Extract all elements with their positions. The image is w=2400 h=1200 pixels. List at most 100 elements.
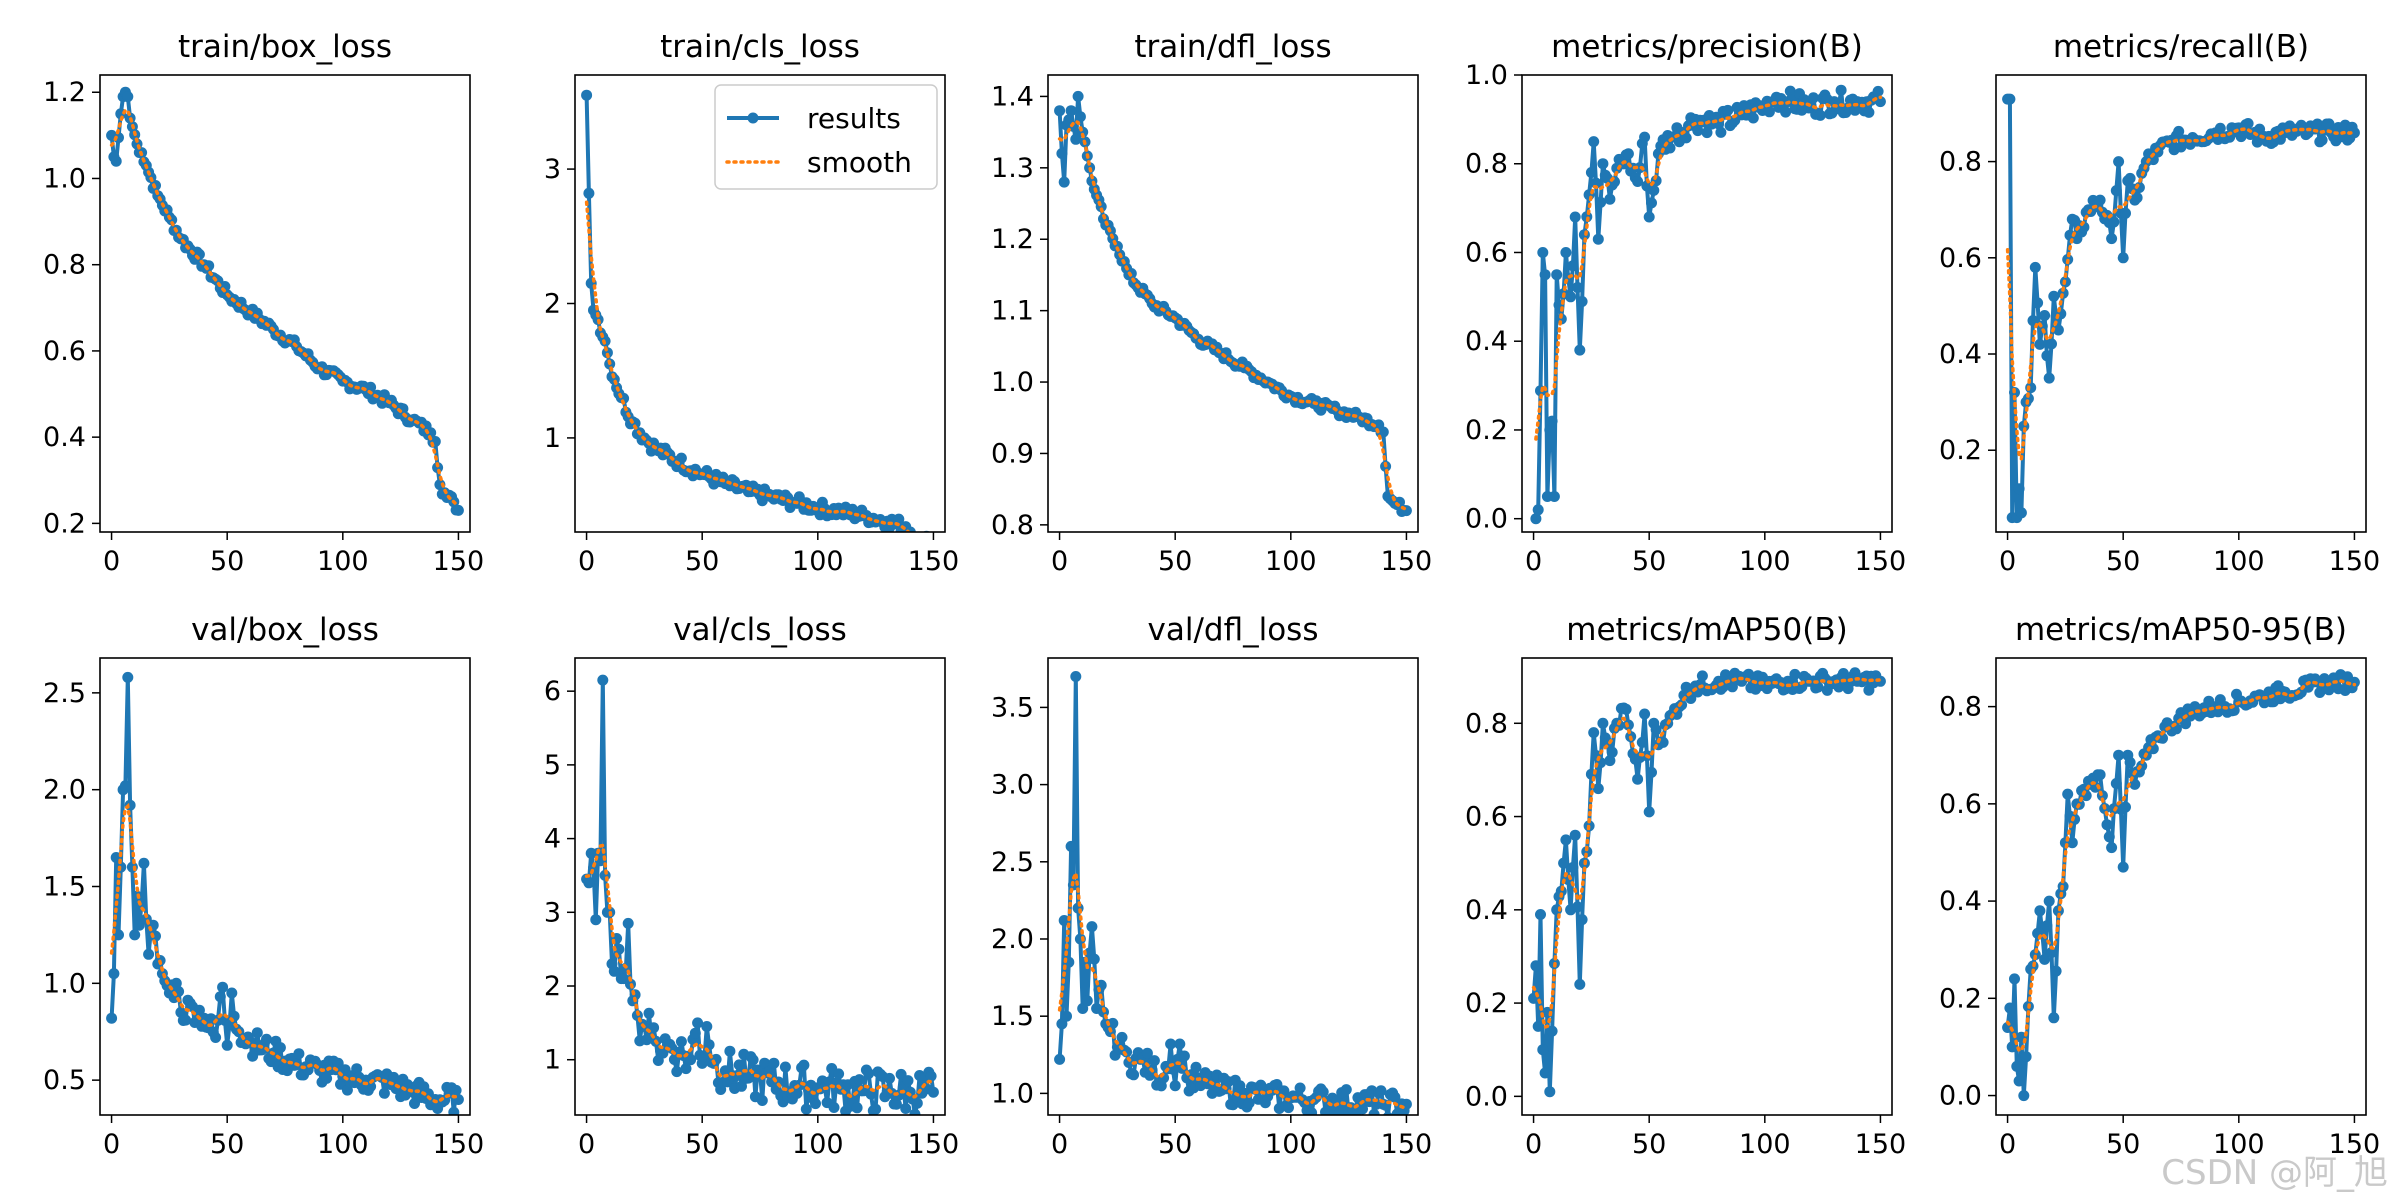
chart-panel-train_cls_loss: train/cls_loss 0 50 100 150 1 2 3 results smooth xyxy=(544,29,959,577)
axes-frame xyxy=(574,657,946,1116)
results-point xyxy=(1747,112,1759,124)
results-point xyxy=(689,1027,701,1039)
results-point xyxy=(1539,1067,1551,1079)
axes-frame xyxy=(1995,657,2367,1116)
results-point xyxy=(2034,338,2046,350)
y-tick-label: 0.2 xyxy=(43,508,86,539)
legend-results-marker xyxy=(747,112,759,124)
results-point xyxy=(1646,197,1657,209)
results-point xyxy=(2106,842,2118,854)
results-point xyxy=(2214,122,2226,134)
results-point xyxy=(1646,766,1657,778)
results-point xyxy=(1532,504,1544,516)
y-tick-label: 0.4 xyxy=(1939,339,1982,370)
plot-area xyxy=(1528,667,1886,1098)
results-point xyxy=(800,1103,812,1115)
x-tick-label: 50 xyxy=(210,1129,244,1160)
x-tick-label: 0 xyxy=(578,546,595,577)
results-point xyxy=(1574,344,1586,356)
results-point xyxy=(916,535,927,546)
y-tick-label: 1.2 xyxy=(43,77,86,108)
y-tick-label: 0.6 xyxy=(1939,243,1982,274)
chart-title: metrics/mAP50(B) xyxy=(1566,612,1847,648)
x-tick-label: 0 xyxy=(1999,546,2016,577)
results-point xyxy=(1565,291,1577,303)
y-tick-label: 0.4 xyxy=(1939,886,1982,917)
results-point xyxy=(742,1072,754,1084)
results-point xyxy=(2034,905,2046,917)
results-point xyxy=(1592,783,1604,795)
plot-area xyxy=(1530,84,1886,525)
smooth-line xyxy=(1057,119,1409,511)
chart-panel-metrics_recall: metrics/recall(B) 0 50 100 150 0.2 0.4 0.6 0.8 xyxy=(1939,29,2380,577)
results-point xyxy=(1539,269,1551,281)
results-point xyxy=(2117,861,2129,873)
results-point xyxy=(1088,953,1100,965)
results-point xyxy=(1814,109,1826,121)
results-point xyxy=(1784,85,1796,97)
results-point xyxy=(1597,158,1609,170)
results-point xyxy=(1544,1086,1556,1098)
results-point xyxy=(122,671,134,683)
legend: results smooth xyxy=(714,84,938,190)
results-point xyxy=(1546,415,1558,427)
x-tick-label: 0 xyxy=(1999,1129,2016,1160)
y-tick-label: 2.5 xyxy=(991,847,1034,878)
results-point xyxy=(2011,1060,2023,1072)
x-tick-label: 100 xyxy=(1739,1129,1791,1160)
results-point xyxy=(110,155,122,167)
results-point xyxy=(2129,778,2141,790)
y-tick-label: 0.9 xyxy=(991,438,1034,469)
axes-frame xyxy=(1047,74,1419,533)
x-tick-label: 0 xyxy=(578,1129,595,1160)
results-point xyxy=(1169,1080,1181,1092)
chart-title: metrics/mAP50-95(B) xyxy=(2015,612,2347,648)
results-point xyxy=(1588,727,1600,739)
results-point xyxy=(129,929,141,941)
plot-area xyxy=(1054,90,1412,517)
x-tick-label: 150 xyxy=(1381,1129,1433,1160)
results-point xyxy=(126,861,138,873)
results-point xyxy=(2013,483,2025,495)
y-tick-label: 1.5 xyxy=(43,872,86,903)
results-point xyxy=(1574,978,1586,990)
y-tick-label: 1 xyxy=(544,423,561,454)
y-tick-label: 0.8 xyxy=(1465,149,1508,180)
results-point xyxy=(1606,746,1618,758)
results-point xyxy=(1648,184,1660,196)
results-point xyxy=(1537,247,1549,258)
x-tick-label: 150 xyxy=(433,546,485,577)
y-tick-label: 1.0 xyxy=(43,163,86,194)
results-point xyxy=(1763,106,1775,118)
results-point xyxy=(2018,1090,2030,1102)
results-point xyxy=(1340,1084,1352,1096)
results-point xyxy=(113,929,124,941)
chart-title: metrics/recall(B) xyxy=(2053,29,2309,65)
results-point xyxy=(1620,703,1632,715)
y-tick-label: 0.2 xyxy=(1939,983,1982,1014)
x-tick-label: 150 xyxy=(2329,1129,2381,1160)
x-tick-label: 150 xyxy=(1855,546,1907,577)
y-tick-label: 0.0 xyxy=(1465,1081,1508,1112)
y-tick-label: 1.3 xyxy=(991,153,1034,184)
results-point xyxy=(1375,1085,1387,1097)
results-point xyxy=(2066,837,2078,849)
results-point xyxy=(2103,831,2115,843)
results-point xyxy=(2120,207,2131,219)
chart-title: metrics/precision(B) xyxy=(1551,29,1863,65)
results-point xyxy=(119,780,131,792)
x-tick-label: 0 xyxy=(1525,546,1542,577)
results-point xyxy=(1070,671,1082,682)
y-tick-label: 0.6 xyxy=(1465,237,1508,268)
smooth-line xyxy=(1534,95,1883,441)
axes-frame xyxy=(99,657,471,1116)
results-point xyxy=(193,1004,205,1016)
results-point xyxy=(685,1054,697,1066)
results-point xyxy=(870,1103,882,1115)
results-point xyxy=(1604,755,1616,767)
results-point xyxy=(2348,676,2360,688)
results-point xyxy=(2039,310,2051,321)
x-tick-label: 150 xyxy=(908,1129,960,1160)
results-point xyxy=(1588,136,1600,148)
chart-title: val/box_loss xyxy=(191,612,379,648)
